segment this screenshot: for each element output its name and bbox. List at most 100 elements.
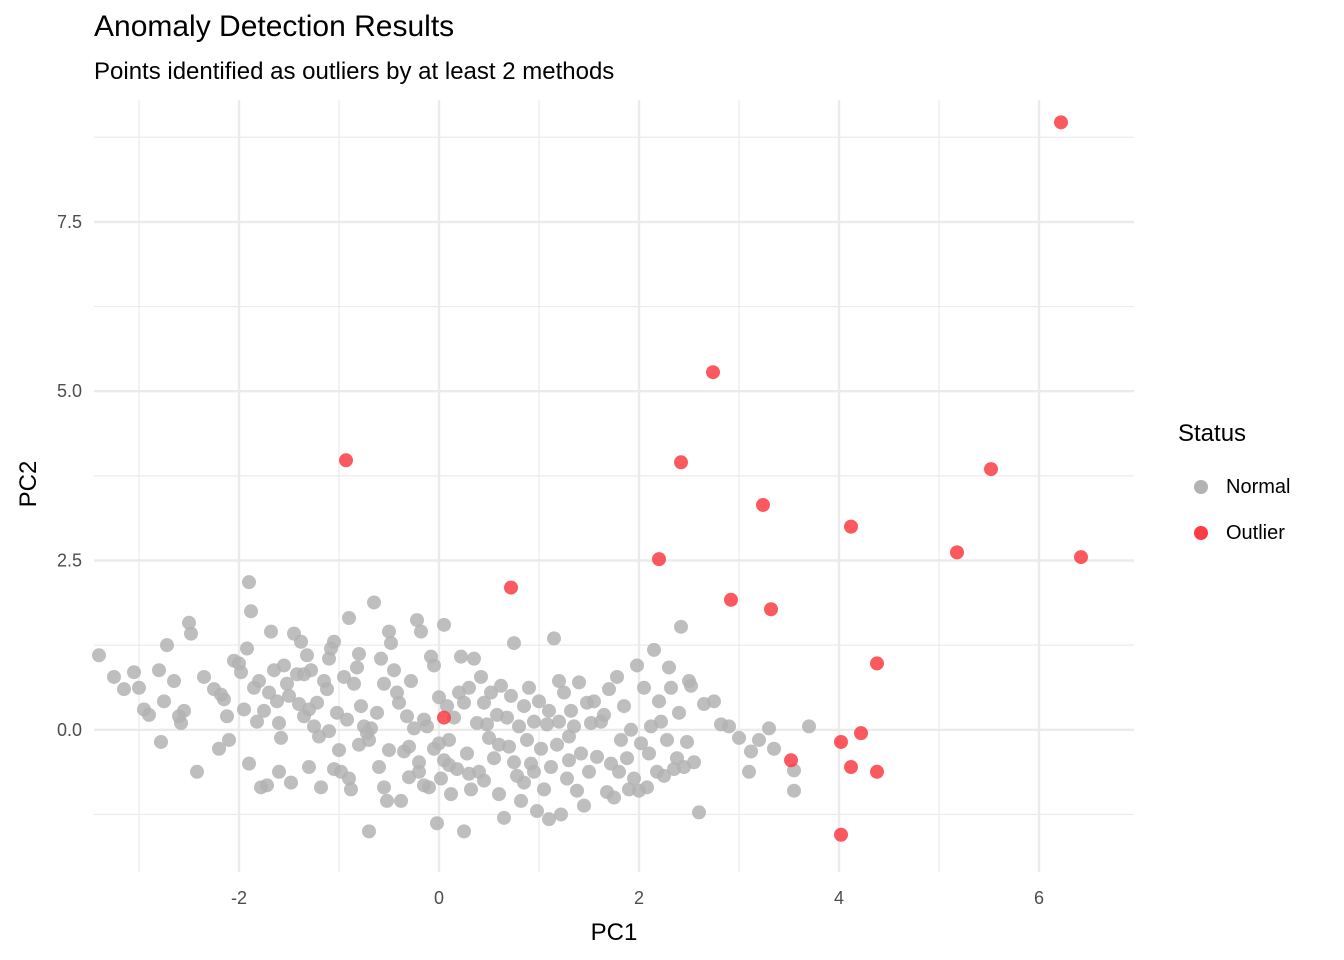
- normal-point: [494, 678, 508, 693]
- normal-point: [492, 787, 506, 802]
- normal-point: [542, 703, 556, 718]
- normal-point: [614, 732, 628, 747]
- normal-point: [430, 816, 444, 831]
- normal-point: [482, 730, 496, 745]
- normal-point: [280, 676, 294, 691]
- normal-dot-icon: [1194, 480, 1208, 494]
- outlier-point: [756, 497, 770, 512]
- normal-point: [457, 695, 471, 710]
- normal-point: [377, 676, 391, 691]
- legend-item-normal: Normal: [1178, 464, 1328, 510]
- normal-point: [542, 812, 556, 827]
- normal-point: [480, 717, 494, 732]
- normal-point: [337, 669, 351, 684]
- normal-point: [237, 702, 251, 717]
- normal-point: [684, 678, 698, 693]
- data-points: [92, 115, 1088, 842]
- normal-point: [557, 685, 571, 700]
- normal-point: [380, 793, 394, 808]
- normal-point: [197, 669, 211, 684]
- normal-point: [350, 660, 364, 675]
- normal-point: [434, 771, 448, 786]
- legend: Status Normal Outlier: [1178, 420, 1328, 556]
- y-tick-label: 0.0: [57, 720, 82, 740]
- normal-point: [220, 709, 234, 724]
- normal-point: [364, 721, 378, 736]
- normal-point: [500, 710, 514, 725]
- outlier-point: [652, 552, 666, 567]
- normal-point: [462, 766, 476, 781]
- normal-point: [330, 705, 344, 720]
- normal-point: [327, 762, 341, 777]
- normal-point: [440, 699, 454, 714]
- legend-item-outlier: Outlier: [1178, 510, 1328, 556]
- x-tick-label: 6: [1034, 888, 1044, 908]
- normal-point: [442, 758, 456, 773]
- normal-point: [642, 746, 656, 761]
- legend-label-normal: Normal: [1226, 475, 1291, 498]
- normal-point: [342, 771, 356, 786]
- normal-point: [647, 642, 661, 657]
- normal-point: [250, 714, 264, 729]
- outlier-point: [724, 592, 738, 607]
- normal-point: [417, 778, 431, 793]
- normal-point: [460, 746, 474, 761]
- y-tick-label: 2.5: [57, 550, 82, 570]
- normal-point: [444, 787, 458, 802]
- normal-point: [300, 648, 314, 663]
- normal-point: [234, 665, 248, 680]
- normal-point: [372, 760, 386, 775]
- normal-point: [572, 675, 586, 690]
- chart-subtitle: Points identified as outliers by at leas…: [94, 58, 615, 85]
- normal-point: [242, 575, 256, 590]
- normal-point: [362, 824, 376, 839]
- normal-point: [302, 760, 316, 775]
- normal-point: [252, 674, 266, 689]
- normal-point: [282, 688, 296, 703]
- y-tick-label: 5.0: [57, 381, 82, 401]
- normal-point: [174, 716, 188, 731]
- outlier-point: [784, 753, 798, 768]
- normal-point: [184, 626, 198, 641]
- normal-point: [400, 709, 414, 724]
- normal-point: [680, 734, 694, 749]
- normal-point: [762, 721, 776, 736]
- normal-point: [242, 756, 256, 771]
- normal-point: [302, 702, 316, 717]
- normal-point: [657, 768, 671, 783]
- normal-point: [652, 694, 666, 709]
- normal-point: [322, 724, 336, 739]
- outlier-dot-icon: [1194, 526, 1208, 540]
- outlier-point: [706, 365, 720, 380]
- normal-point: [722, 719, 736, 734]
- normal-point: [277, 658, 291, 673]
- normal-point: [547, 631, 561, 646]
- normal-point: [404, 674, 418, 689]
- outlier-point: [504, 580, 518, 595]
- normal-point: [582, 764, 596, 779]
- legend-label-outlier: Outlier: [1226, 521, 1285, 544]
- normal-point: [527, 714, 541, 729]
- normal-point: [244, 604, 258, 619]
- normal-point: [610, 669, 624, 684]
- normal-point: [437, 617, 451, 632]
- normal-point: [270, 694, 284, 709]
- normal-point: [662, 660, 676, 675]
- y-axis-title: PC2: [15, 461, 42, 508]
- outlier-point: [674, 455, 688, 470]
- normal-point: [612, 764, 626, 779]
- normal-point: [552, 714, 566, 729]
- normal-point: [107, 669, 121, 684]
- normal-point: [687, 755, 701, 770]
- outlier-point: [1074, 550, 1088, 565]
- normal-point: [152, 663, 166, 678]
- normal-point: [367, 595, 381, 610]
- normal-point: [212, 741, 226, 756]
- normal-point: [352, 646, 366, 661]
- normal-point: [474, 669, 488, 684]
- outlier-point: [1054, 115, 1068, 130]
- normal-point: [664, 680, 678, 695]
- normal-point: [157, 694, 171, 709]
- normal-point: [512, 719, 526, 734]
- normal-point: [182, 615, 196, 630]
